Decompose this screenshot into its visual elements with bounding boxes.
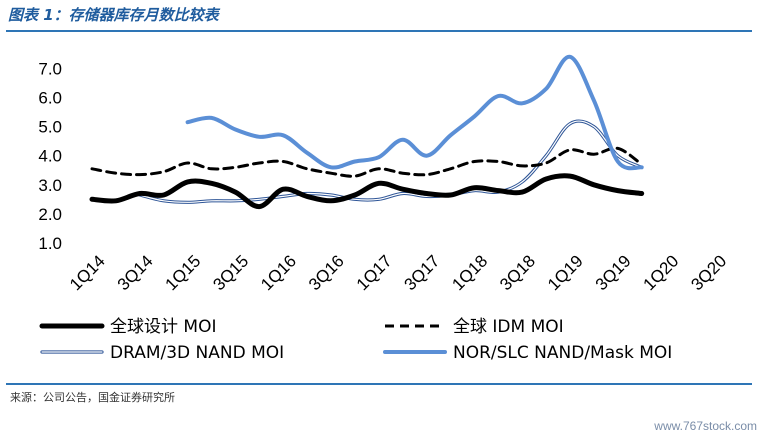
x-tick-label: 3Q16 bbox=[305, 251, 348, 294]
series-line-inner-2 bbox=[139, 120, 643, 203]
x-tick-label: 1Q15 bbox=[162, 251, 205, 294]
y-tick-label: 3.0 bbox=[38, 176, 62, 195]
legend-label: DRAM/3D NAND MOI bbox=[110, 343, 284, 363]
bottom-divider bbox=[6, 383, 752, 385]
legend-label: 全球设计 MOI bbox=[110, 317, 216, 337]
x-tick-label: 3Q19 bbox=[592, 251, 635, 294]
series-line-0 bbox=[89, 173, 645, 210]
x-tick-label: 1Q19 bbox=[544, 251, 587, 294]
y-tick-label: 2.0 bbox=[38, 205, 62, 224]
x-tick-label: 1Q20 bbox=[640, 251, 683, 294]
x-tick-label: 3Q15 bbox=[209, 251, 252, 294]
x-tick-label: 3Q18 bbox=[496, 251, 539, 294]
x-tick-label: 3Q17 bbox=[401, 251, 444, 294]
x-tick-label: 1Q16 bbox=[257, 251, 300, 294]
legend-label: 全球 IDM MOI bbox=[453, 317, 564, 337]
legend-label: NOR/SLC NAND/Mask MOI bbox=[453, 343, 672, 363]
x-tick-label: 1Q17 bbox=[353, 251, 396, 294]
top-divider bbox=[6, 30, 752, 32]
series-line-2 bbox=[138, 119, 644, 204]
figure-title: 图表 1：存储器库存月数比较表 bbox=[8, 6, 219, 24]
y-tick-label: 6.0 bbox=[38, 89, 62, 108]
series-line-1 bbox=[90, 146, 644, 178]
x-tick-label: 3Q14 bbox=[114, 251, 157, 294]
y-tick-label: 5.0 bbox=[38, 118, 62, 137]
x-tick-label: 3Q20 bbox=[687, 251, 730, 294]
series-line-3 bbox=[185, 54, 644, 171]
watermark: www.767stock.com bbox=[654, 419, 757, 433]
y-tick-label: 4.0 bbox=[38, 147, 62, 166]
x-tick-label: 1Q14 bbox=[66, 251, 109, 294]
source-note: 来源：公司公告，国金证券研究所 bbox=[10, 391, 175, 404]
y-tick-label: 7.0 bbox=[38, 59, 62, 78]
data-point bbox=[234, 166, 237, 169]
x-tick-label: 1Q18 bbox=[448, 251, 491, 294]
y-tick-label: 1.0 bbox=[38, 234, 62, 253]
data-point bbox=[425, 173, 428, 176]
